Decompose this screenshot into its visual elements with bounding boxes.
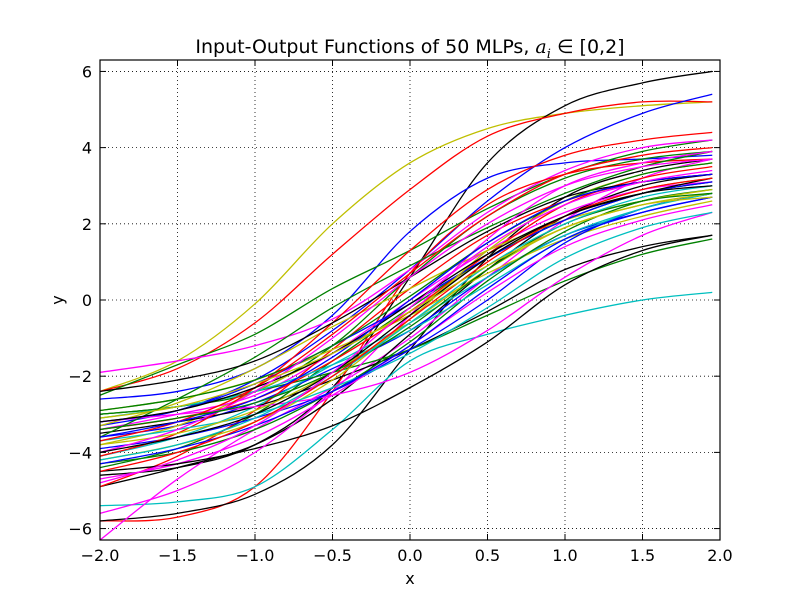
y-tick-label: −6 bbox=[68, 520, 92, 539]
tick-marks bbox=[99, 60, 721, 540]
y-tick-label: 6 bbox=[82, 62, 92, 81]
series-line-19 bbox=[100, 173, 713, 488]
series-line-44 bbox=[100, 173, 713, 438]
x-tick-label: 0.5 bbox=[475, 546, 500, 565]
series-line-40 bbox=[100, 146, 713, 442]
x-axis-tick-labels: −2.0 −1.5 −1.0 −0.5 0.0 0.5 1.0 1.5 2.0 bbox=[81, 546, 733, 565]
x-tick-label: −1.0 bbox=[236, 546, 275, 565]
series-line-28 bbox=[100, 234, 713, 473]
series-line-33 bbox=[100, 131, 713, 457]
y-axis-label: y bbox=[48, 295, 67, 304]
chart-title-prefix: Input-Output Functions of 50 MLPs, bbox=[195, 36, 535, 58]
series-line-11 bbox=[100, 291, 713, 507]
series-line-13 bbox=[100, 173, 713, 488]
series-line-26 bbox=[100, 188, 713, 465]
x-tick-label: −2.0 bbox=[81, 546, 120, 565]
x-axis-label: x bbox=[405, 569, 414, 588]
series-line-45 bbox=[100, 192, 713, 431]
series-line-48 bbox=[100, 185, 713, 454]
series-line-5 bbox=[100, 154, 713, 400]
y-tick-label: 4 bbox=[82, 139, 92, 158]
x-tick-label: 1.5 bbox=[630, 546, 655, 565]
series-line-10 bbox=[100, 158, 713, 522]
series-line-46 bbox=[100, 185, 713, 461]
x-tick-label: −1.5 bbox=[158, 546, 197, 565]
series-line-38 bbox=[100, 196, 713, 465]
series-line-47 bbox=[100, 177, 713, 473]
x-tick-label: 1.0 bbox=[552, 546, 577, 565]
y-tick-label: −2 bbox=[68, 367, 92, 386]
series-line-23 bbox=[100, 192, 713, 450]
series-line-9 bbox=[100, 158, 713, 522]
series-line-43 bbox=[100, 158, 713, 454]
chart-title: Input-Output Functions of 50 MLPs, ai ∈ … bbox=[195, 36, 624, 62]
series-line-41 bbox=[100, 177, 713, 423]
series-line-39 bbox=[100, 162, 713, 412]
chart-title-suffix: ∈ [0,2] bbox=[551, 36, 625, 58]
x-tick-label: 0.0 bbox=[397, 546, 422, 565]
x-tick-label: −0.5 bbox=[313, 546, 352, 565]
series-line-12 bbox=[100, 158, 713, 540]
y-tick-label: −4 bbox=[68, 443, 92, 462]
x-tick-label: 2.0 bbox=[707, 546, 732, 565]
y-axis-tick-labels: −6 −4 −2 0 2 4 6 bbox=[68, 62, 92, 538]
series-line-1 bbox=[100, 101, 713, 393]
plot-area bbox=[100, 70, 713, 540]
chart-title-math-sub: i bbox=[547, 47, 551, 62]
chart-title-math: a bbox=[535, 36, 546, 58]
series-line-37 bbox=[100, 211, 713, 442]
y-tick-label: 2 bbox=[82, 215, 92, 234]
series-line-31 bbox=[100, 150, 713, 438]
series-line-49 bbox=[100, 196, 713, 419]
series-line-50 bbox=[100, 169, 713, 484]
series-line-7 bbox=[100, 139, 713, 374]
y-tick-label: 0 bbox=[82, 291, 92, 310]
